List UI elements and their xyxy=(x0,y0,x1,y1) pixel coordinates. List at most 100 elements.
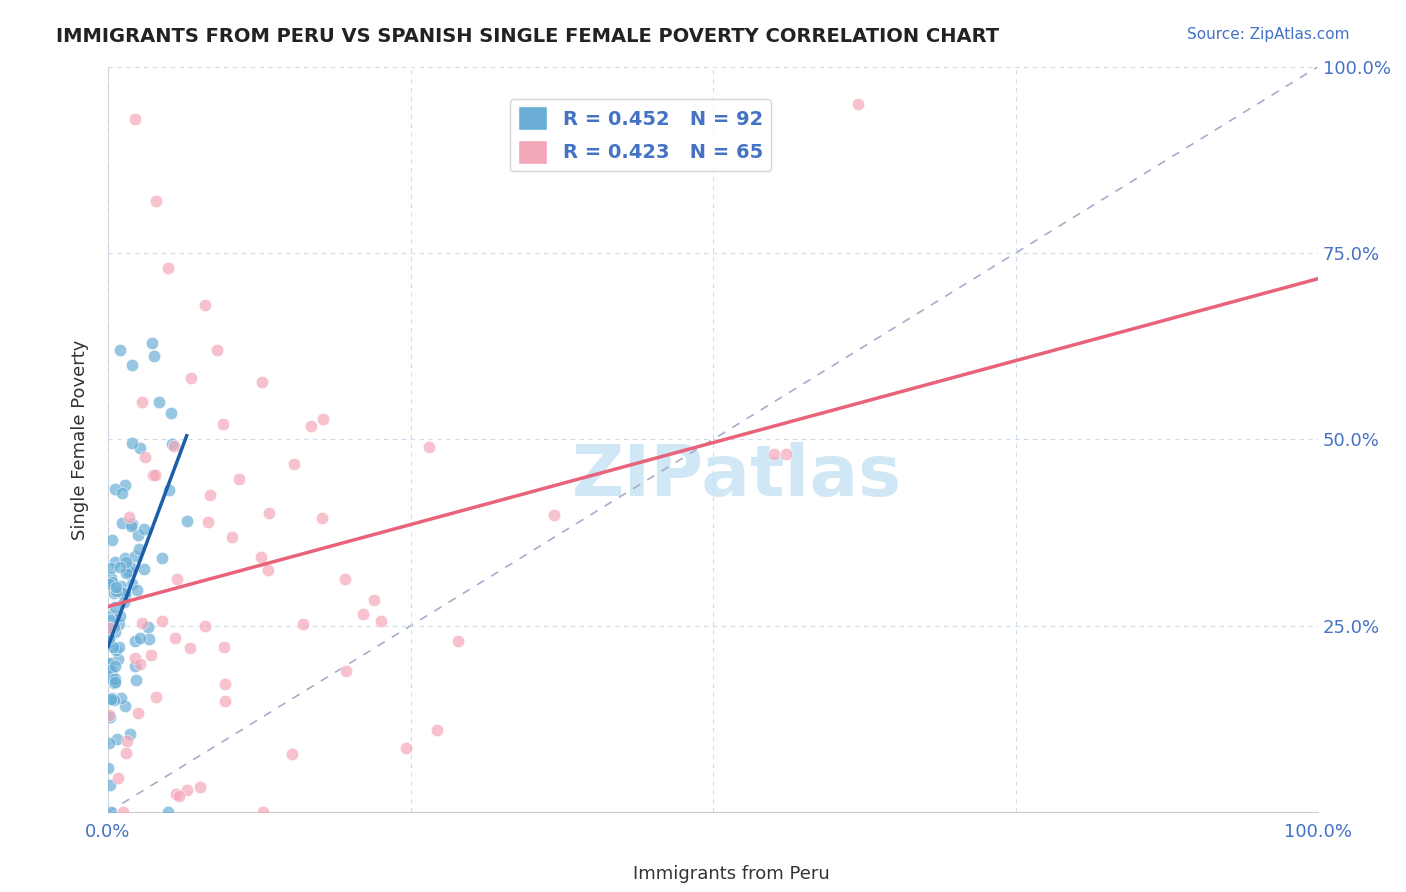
Point xyxy=(105,580,128,594)
Point xyxy=(121,577,143,591)
Point xyxy=(148,394,170,409)
Point xyxy=(112,595,135,609)
Point xyxy=(283,457,305,471)
Point xyxy=(250,375,273,389)
Point xyxy=(101,533,124,547)
Point xyxy=(121,516,143,531)
Point xyxy=(139,648,162,662)
Point xyxy=(100,571,122,585)
Point xyxy=(150,550,173,565)
Point xyxy=(180,371,202,385)
Point xyxy=(447,634,470,648)
Point xyxy=(165,631,187,645)
Point xyxy=(124,658,146,673)
Point xyxy=(110,608,132,623)
Point xyxy=(124,633,146,648)
Point xyxy=(543,508,565,523)
Text: IMMIGRANTS FROM PERU VS SPANISH SINGLE FEMALE POVERTY CORRELATION CHART: IMMIGRANTS FROM PERU VS SPANISH SINGLE F… xyxy=(56,27,1000,45)
Text: Source: ZipAtlas.com: Source: ZipAtlas.com xyxy=(1187,27,1350,42)
Point xyxy=(352,607,374,621)
Point xyxy=(110,691,132,706)
Point xyxy=(101,673,124,687)
Point xyxy=(103,585,125,599)
Point xyxy=(114,551,136,566)
Point xyxy=(142,467,165,482)
Point xyxy=(120,559,142,574)
Point xyxy=(115,555,138,569)
Point xyxy=(127,527,149,541)
Point xyxy=(138,632,160,646)
Point xyxy=(97,761,120,775)
Point xyxy=(97,657,120,671)
Point xyxy=(97,635,120,649)
Point xyxy=(103,555,125,569)
Point xyxy=(426,723,449,737)
Legend: R = 0.452   N = 92, R = 0.423   N = 65: R = 0.452 N = 92, R = 0.423 N = 65 xyxy=(510,99,770,171)
Point xyxy=(114,699,136,714)
Point xyxy=(165,787,187,801)
Point xyxy=(105,731,128,746)
Point xyxy=(145,194,167,208)
Point xyxy=(100,561,122,575)
Point xyxy=(103,676,125,690)
Point xyxy=(252,805,274,820)
Point xyxy=(121,436,143,450)
Point xyxy=(141,336,163,351)
Point xyxy=(100,668,122,682)
Point xyxy=(108,640,131,654)
Point xyxy=(335,664,357,678)
Point xyxy=(104,600,127,615)
Point xyxy=(214,694,236,708)
Point xyxy=(131,395,153,409)
Point xyxy=(250,549,273,564)
Point xyxy=(107,617,129,632)
Point xyxy=(111,516,134,530)
Point xyxy=(179,641,201,656)
Text: Immigrants from Peru: Immigrants from Peru xyxy=(633,865,830,883)
Point xyxy=(98,778,121,792)
Point xyxy=(104,674,127,689)
Point xyxy=(212,417,235,431)
Point xyxy=(98,623,121,637)
Point xyxy=(134,450,156,465)
Point xyxy=(197,515,219,529)
Point xyxy=(115,746,138,760)
Point xyxy=(132,522,155,536)
Point xyxy=(198,488,221,502)
Point xyxy=(176,783,198,797)
Point xyxy=(163,439,186,453)
Point xyxy=(134,562,156,576)
Point xyxy=(143,349,166,363)
Point xyxy=(370,614,392,628)
Point xyxy=(108,343,131,357)
Point xyxy=(129,631,152,645)
Point xyxy=(846,96,869,111)
Point xyxy=(120,727,142,741)
Point xyxy=(212,640,235,655)
Point xyxy=(110,579,132,593)
Point xyxy=(103,640,125,655)
Point xyxy=(418,440,440,454)
Point xyxy=(124,651,146,665)
Point xyxy=(143,467,166,482)
Point xyxy=(100,663,122,677)
Point xyxy=(98,576,121,591)
Point xyxy=(105,642,128,657)
Text: ZIPatlas: ZIPatlas xyxy=(572,442,903,511)
Point xyxy=(333,572,356,586)
Point xyxy=(257,563,280,577)
Point xyxy=(117,564,139,578)
Point xyxy=(104,672,127,686)
Point xyxy=(118,510,141,524)
Point xyxy=(100,574,122,589)
Point xyxy=(150,615,173,629)
Point xyxy=(104,658,127,673)
Point xyxy=(100,805,122,820)
Point xyxy=(98,736,121,750)
Point xyxy=(762,447,785,461)
Point xyxy=(221,530,243,544)
Point xyxy=(105,583,128,598)
Point xyxy=(160,406,183,420)
Point xyxy=(104,624,127,639)
Point xyxy=(125,673,148,687)
